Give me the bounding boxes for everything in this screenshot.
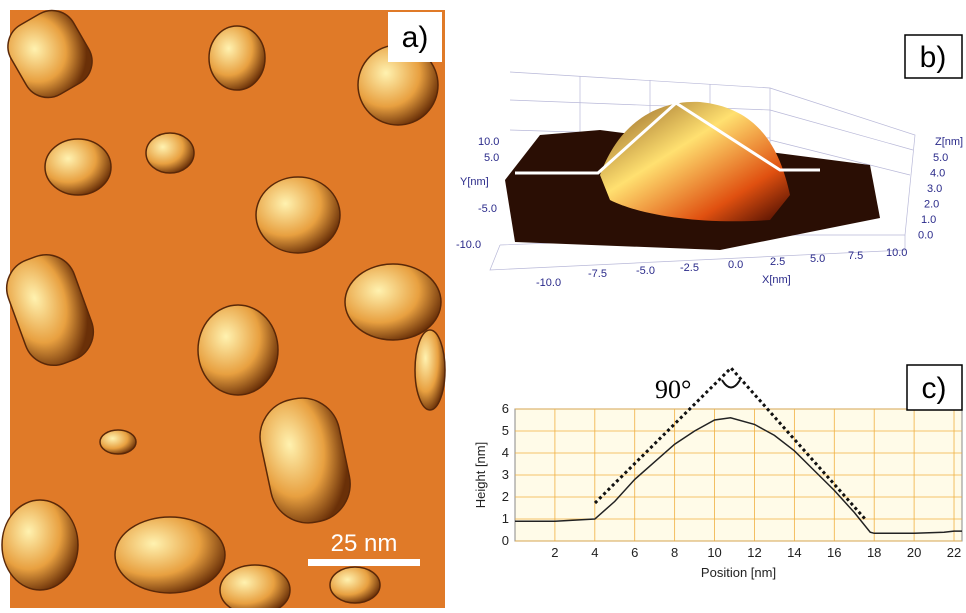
z-tick-label: 3.0 <box>927 183 942 195</box>
x-tick-label: 5.0 <box>810 253 825 265</box>
panel-label: a) <box>402 21 429 54</box>
panel-label: c) <box>922 372 947 405</box>
z-tick-label: 1.0 <box>921 214 936 226</box>
panel-b: Y[nm] X[nm] Z[nm] 10.0 5.0 -5.0 -10.0 -10.0 -… <box>456 35 963 289</box>
angle-arc <box>722 380 740 388</box>
x-tick-label: 4 <box>591 545 598 560</box>
y-tick-label: 3 <box>502 467 509 482</box>
x-tick-label: 20 <box>907 545 921 560</box>
x-tick-label: -7.5 <box>588 268 607 280</box>
y-tick-label: 6 <box>502 401 509 416</box>
y-tick-label: 2 <box>502 489 509 504</box>
z-axis-label: Z[nm] <box>935 136 963 148</box>
surface-peak <box>600 102 790 221</box>
y-tick-label: -5.0 <box>478 203 497 215</box>
x-axis-label: Position [nm] <box>701 565 776 580</box>
y-tick-label: 1 <box>502 511 509 526</box>
y-tick-label: 5.0 <box>484 152 499 164</box>
y-tick-label: 4 <box>502 445 509 460</box>
x-tick-label: 6 <box>631 545 638 560</box>
z-tick-label: 4.0 <box>930 168 945 180</box>
panel-label: b) <box>920 41 947 74</box>
x-tick-label: 10 <box>707 545 721 560</box>
z-tick-label: 2.0 <box>924 199 939 211</box>
figure: a) 25 nm Y[nm] X[nm] Z[nm] 10.05.0-5.0-1… <box>0 0 966 608</box>
y-tick-label: -10.0 <box>456 239 481 251</box>
x-tick-label: 10.0 <box>886 247 907 259</box>
y-axis-label: Height [nm] <box>473 442 488 508</box>
x-tick-label: 12 <box>747 545 761 560</box>
y-tick-label: 5 <box>502 423 509 438</box>
x-tick-label: 18 <box>867 545 881 560</box>
x-tick-label: -10.0 <box>536 277 561 289</box>
x-tick-label: 0.0 <box>728 259 743 271</box>
x-tick-label: -5.0 <box>636 265 655 277</box>
x-tick-label: 7.5 <box>848 250 863 262</box>
annotation: 90° <box>655 375 691 404</box>
x-tick-label: -2.5 <box>680 262 699 274</box>
y-tick-label: 10.0 <box>478 136 499 148</box>
scale-bar <box>308 559 420 566</box>
x-tick-label: 2 <box>551 545 558 560</box>
x-tick-label: 22 <box>947 545 961 560</box>
y-axis-label: Y[nm] <box>460 176 489 188</box>
z-tick-label: 5.0 <box>933 152 948 164</box>
x-tick-label: 8 <box>671 545 678 560</box>
x-tick-label: 2.5 <box>770 256 785 268</box>
x-axis-label: X[nm] <box>762 274 791 286</box>
x-tick-label: 16 <box>827 545 841 560</box>
scale-bar-label: 25 nm <box>331 530 398 557</box>
panel-a: a) 25 nm <box>0 1 445 608</box>
x-tick-label: 14 <box>787 545 801 560</box>
z-tick-label: 0.0 <box>918 230 933 242</box>
y-tick-label: 0 <box>502 533 509 548</box>
